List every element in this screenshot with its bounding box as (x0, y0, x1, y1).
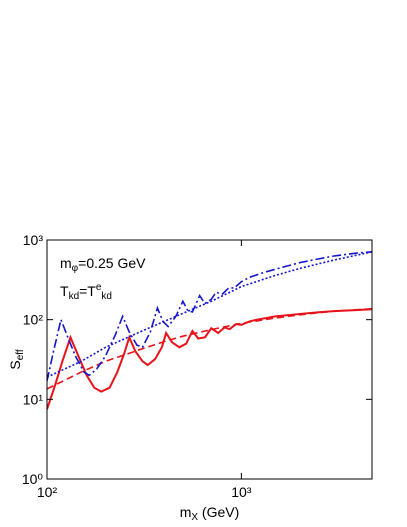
y-tick-label: 10³ (23, 232, 44, 248)
series-line (47, 307, 372, 390)
x-axis-label: mX (GeV) (180, 504, 240, 523)
text-part: φ (72, 263, 79, 274)
text-part: T (60, 283, 69, 299)
text-part: e (96, 282, 102, 293)
series-line (47, 308, 372, 410)
text-part: (GeV) (198, 504, 239, 520)
text-part: m (60, 255, 72, 271)
x-tick-label: 10³ (231, 484, 252, 500)
text-part: S (7, 360, 23, 369)
text-part: X (191, 512, 198, 523)
text-part: eff (15, 349, 26, 360)
y-tick-label: 10² (23, 312, 44, 328)
text-part: kd (101, 291, 112, 302)
plot-frame (46, 239, 373, 480)
series-line (47, 251, 372, 378)
annotation: Tkd=Tekd (60, 282, 112, 302)
annotation: mφ=0.25 GeV (60, 255, 146, 274)
y-tick-label: 10¹ (23, 391, 44, 407)
y-tick-label: 10⁰ (22, 471, 44, 487)
text-part: =0.25 GeV (78, 255, 146, 271)
text-part: kd (69, 291, 80, 302)
text-part: =T (79, 283, 96, 299)
y-axis-label: Seff (7, 349, 26, 370)
text-part: m (180, 504, 192, 520)
x-tick-label: 10² (37, 484, 58, 500)
series-line (47, 251, 372, 382)
